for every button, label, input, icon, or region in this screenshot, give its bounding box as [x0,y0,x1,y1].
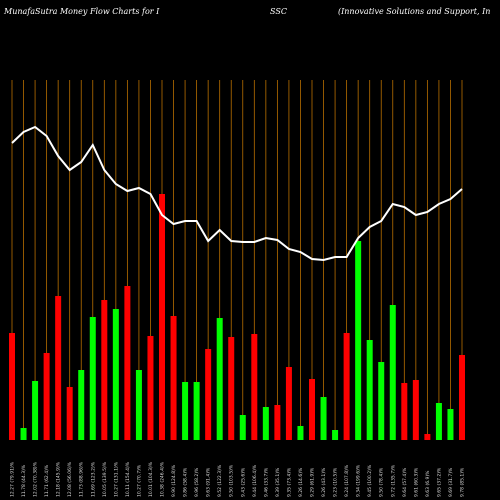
bar [239,415,246,440]
x-tick-label: 9.50 (103.5)% [229,464,235,497]
bar [9,333,15,440]
bar [447,409,454,440]
x-tick-label: 9.63 (6.9)% [425,470,431,497]
x-tick-label: 11.73 (88.96)% [79,461,85,497]
bar [332,430,339,440]
bar [424,434,431,440]
bar [343,333,350,440]
x-tick-label: 10.27 (70.7)% [136,464,142,497]
bar [251,334,258,440]
x-tick-label: 9.72 (135.7)% [390,464,396,497]
x-tick-label: 9.39 (35.1)% [275,467,281,497]
x-tick-label: 9.96 (58.2)% [194,467,200,497]
bar [182,382,189,440]
bar [124,286,131,440]
x-tick-label: 9.50 (78.4)% [379,467,385,497]
x-tick-label: 9.29 (61.9)% [310,467,316,497]
bar [435,403,442,440]
x-tick-label: 12.08 (56.06)% [67,461,73,497]
x-tick-label: 9.64 (57.4)% [402,467,408,497]
x-tick-label: 9.86 (58.4)% [183,467,189,497]
x-tick-label: 12.18 (145.9)% [56,461,62,497]
x-tick-label: 9.52 (122.3)% [217,464,223,497]
bar [20,428,27,440]
bar [216,318,223,440]
bar [89,317,96,440]
chart-title: MunafaSutra Money Flow Charts for I [3,7,160,16]
bar [101,300,108,440]
bar [401,383,408,440]
bar [159,194,165,440]
bar [32,381,39,440]
money-flow-line [11,125,463,262]
x-tick-label: 9.24 (107.8)% [344,464,350,497]
bar [78,370,85,440]
bar [274,405,281,440]
bar [389,305,396,440]
x-tick-label: 9.78 (85.1)% [460,467,466,497]
bar [43,353,50,440]
bar [170,316,177,440]
chart-title: (Innovative Solutions and Support, In [338,7,490,16]
x-tick-label: 9.46 (33.7)% [263,467,269,497]
bar [309,379,315,440]
x-tick-label: 10.27 (131.1)% [113,461,119,497]
bar [378,362,385,440]
bar [320,397,327,440]
bar [297,426,304,440]
x-tick-label: 9.26 (43.1)% [321,467,327,497]
bar [355,241,362,440]
bar [262,407,269,440]
x-tick-label: 9.44 (106.4)% [252,464,258,497]
bar [366,340,373,440]
x-tick-label: 12.27 (79.91)% [10,461,16,497]
bar [112,309,119,440]
x-tick-label: 9.43 (25.6)% [240,467,246,497]
x-tick-label: 10.05 (139.5)% [102,461,108,497]
x-tick-label: 9.65 (37.2)% [436,467,442,497]
x-tick-label: 9.34 (199.6)% [356,464,362,497]
bar [193,382,200,440]
bar [459,355,465,440]
x-tick-label: 9.61 (60.3)% [413,467,419,497]
x-tick-label: 9.35 (73.4)% [286,467,292,497]
x-tick-label: 9.90 (124.8)% [171,464,177,497]
x-tick-label: 11.71 (62.4)% [44,464,50,497]
bar [228,337,235,440]
x-tick-label: 9.45 (100.2)% [367,464,373,497]
bar [135,370,142,440]
bar [205,349,212,440]
chart-title: SSC [270,7,287,16]
bar [147,336,154,440]
bar [285,367,292,440]
bar [66,387,73,440]
bar [55,296,62,440]
x-tick-label: 11.78 (44.3)% [21,464,27,497]
x-tick-label: 10.38 (246.4)% [160,461,166,497]
x-tick-label: 9.69 (31.7)% [448,467,454,497]
x-tick-label: 12.02 (70.38)% [33,461,39,497]
x-tick-label: 10.01 (104.3)% [148,461,154,497]
bar [412,380,419,440]
x-tick-label: 10.11 (154.4)% [125,461,131,497]
x-tick-label: 9.63 (91.4)% [206,467,212,497]
x-tick-label: 9.23 (10.5)% [333,467,339,497]
x-tick-label: 11.69 (123.2)% [90,461,96,497]
x-tick-label: 9.26 (14.6)% [298,467,304,497]
